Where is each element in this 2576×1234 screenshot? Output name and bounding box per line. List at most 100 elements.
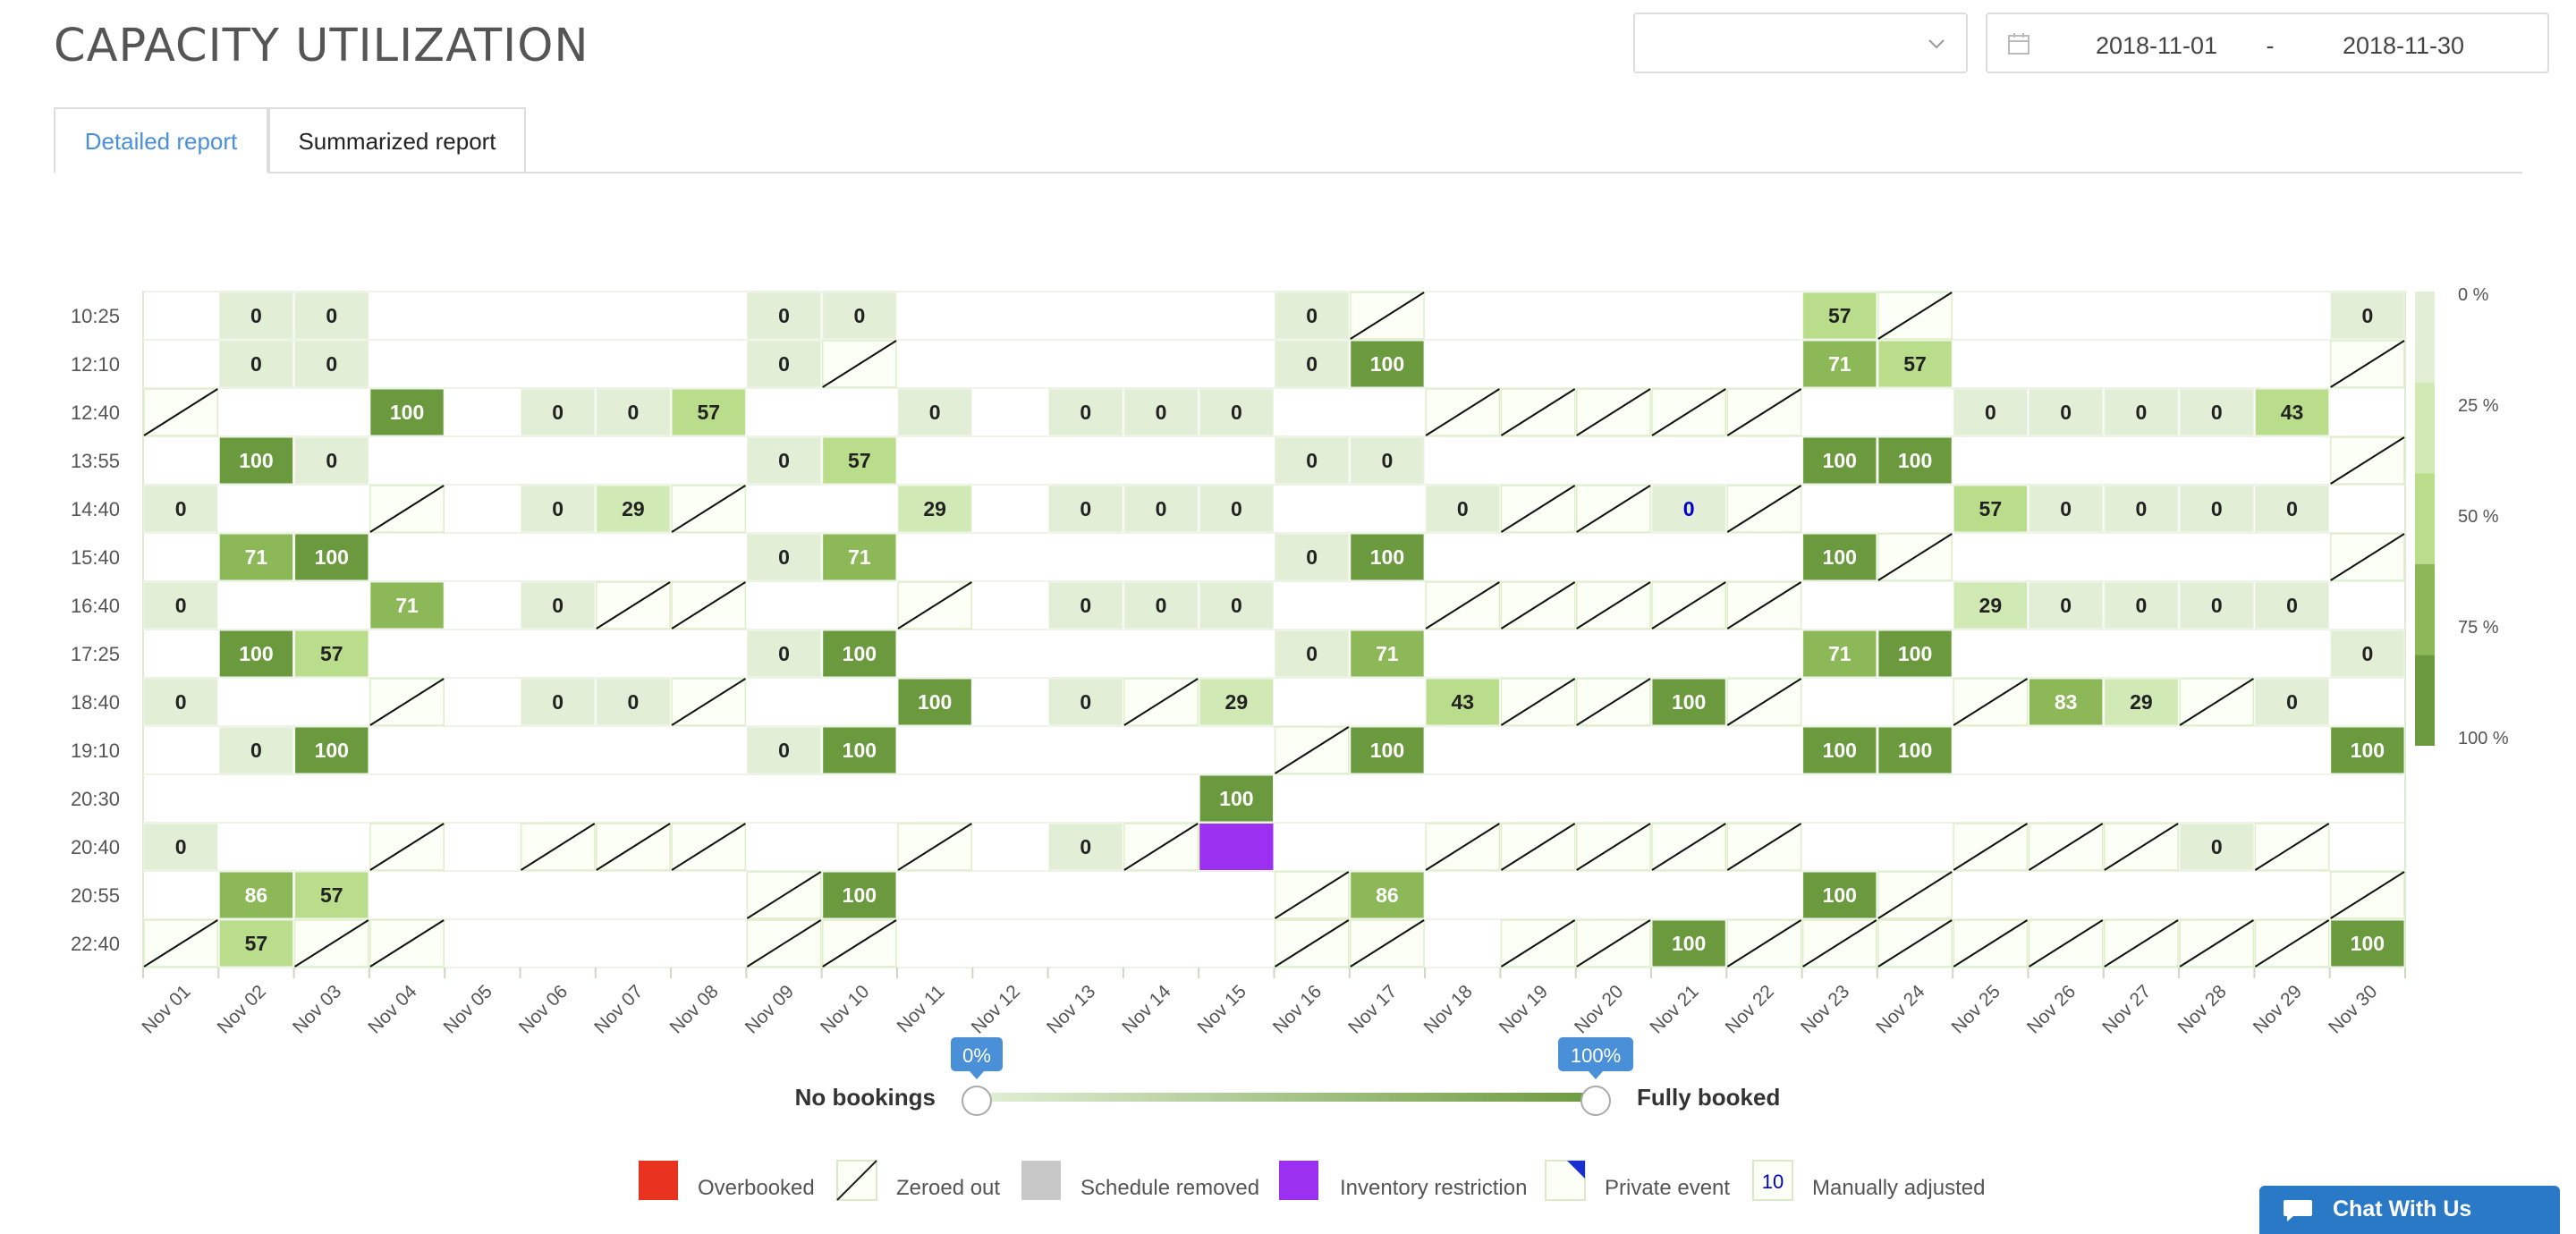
event-select[interactable] <box>1633 13 1968 73</box>
y-axis-label: 12:40 <box>71 401 120 424</box>
tab-detailed-report[interactable]: Detailed report <box>54 107 268 173</box>
heatmap-cell-value: 0 <box>1382 449 1394 472</box>
date-range-picker[interactable]: 2018-11-01 - 2018-11-30 <box>1986 13 2549 73</box>
legend-private-event: Private event <box>1545 1160 1730 1201</box>
heatmap-cell-value: 100 <box>1219 787 1253 810</box>
zeroed-diagonal <box>369 919 445 968</box>
heatmap-cell <box>1199 485 1274 533</box>
zeroed-diagonal <box>1274 726 1350 774</box>
heatmap-cell-value: 0 <box>326 352 337 376</box>
heatmap-cell-value: 0 <box>1683 497 1695 520</box>
heatmap-cell-value: 0 <box>2136 497 2148 520</box>
zeroed-diagonal <box>2179 678 2254 726</box>
heatmap-cell-value: 71 <box>395 594 419 617</box>
legend-inventory-restriction-label: Inventory restriction <box>1340 1176 1527 1200</box>
y-axis-label: 14:40 <box>71 498 120 520</box>
heatmap-cell <box>596 485 671 533</box>
heatmap-cell-value: 0 <box>1306 304 1318 327</box>
heatmap-cell-value: 0 <box>2211 594 2223 617</box>
zeroed-diagonal <box>2179 919 2254 968</box>
tab-summarized-report[interactable]: Summarized report <box>268 107 526 172</box>
heatmap-cell <box>746 726 822 774</box>
heatmap-cell-value: 100 <box>2351 739 2385 762</box>
heatmap-cell-value: 57 <box>1828 304 1852 327</box>
zeroed-diagonal <box>1953 823 2029 871</box>
slider-min-handle[interactable] <box>962 1086 992 1116</box>
zeroed-diagonal <box>1877 919 1953 968</box>
heatmap-cell-value: 0 <box>175 594 187 617</box>
booking-range-slider: No bookings Fully booked 0% 100% <box>795 1037 1780 1116</box>
heatmap-cell <box>1802 340 1877 388</box>
heatmap-cell-value: 29 <box>2130 690 2153 714</box>
calendar-icon <box>2008 33 2029 55</box>
heatmap-cell-value: 0 <box>1985 401 1996 424</box>
heatmap-cell-value: 100 <box>239 642 273 665</box>
heatmap-cell-value: 71 <box>1828 642 1852 665</box>
heatmap-cell <box>2179 388 2254 436</box>
heatmap-cell <box>521 485 596 533</box>
heatmap-cell-value: 43 <box>2281 401 2304 424</box>
heatmap-cell <box>671 388 746 436</box>
heatmap-cell <box>143 823 218 871</box>
heatmap-cell-value: 100 <box>239 449 273 472</box>
heatmap-cell <box>1048 678 1123 726</box>
slider-min-bubble-text: 0% <box>962 1044 991 1067</box>
heatmap-cell <box>1275 436 1350 485</box>
heatmap-cell <box>294 292 369 340</box>
color-scale-label: 75 % <box>2458 618 2499 638</box>
heatmap-cell <box>822 726 897 774</box>
heatmap-cell-value: 57 <box>1979 497 2003 520</box>
zeroed-diagonal <box>1726 388 1802 436</box>
zeroed-diagonal <box>143 388 218 436</box>
color-scale-band <box>2415 563 2435 655</box>
color-scale-band <box>2415 655 2435 746</box>
heatmap-cell <box>746 436 822 485</box>
heatmap-cell <box>294 340 369 388</box>
heatmap-cell <box>369 388 445 436</box>
heatmap-cell <box>2104 485 2179 533</box>
slider-max-handle[interactable] <box>1580 1086 1611 1116</box>
heatmap-cell <box>1802 436 1877 485</box>
legend-schedule-removed: Schedule removed <box>1021 1161 1259 1200</box>
legend-manually-adjusted: 10 Manually adjusted <box>1752 1160 1985 1201</box>
heatmap-cell-value: 0 <box>175 835 187 858</box>
y-axis-label: 19:10 <box>71 740 120 762</box>
date-range-start[interactable]: 2018-11-01 <box>2095 32 2218 59</box>
slider-max-bubble-text: 100% <box>1571 1044 1621 1067</box>
zeroed-diagonal <box>1726 823 1802 871</box>
chat-bubble-icon <box>2284 1200 2312 1221</box>
legend-overbooked-label: Overbooked <box>698 1176 815 1200</box>
zeroed-diagonal <box>596 823 671 871</box>
heatmap-cell <box>1802 292 1877 340</box>
heatmap-cell <box>1123 388 1199 436</box>
zeroed-diagonal <box>1123 678 1199 726</box>
heatmap-cell <box>746 292 822 340</box>
heatmap-cell-value: 43 <box>1451 690 1474 714</box>
heatmap-cell-value: 100 <box>1672 932 1706 955</box>
heatmap-cell-value: 0 <box>929 401 941 424</box>
heatmap-cell <box>2330 292 2405 340</box>
heatmap-cell <box>1350 533 1425 581</box>
heatmap-cell-value: 71 <box>1828 352 1852 376</box>
heatmap-cell-value: 100 <box>390 401 424 424</box>
heatmap-cell-value: 86 <box>245 883 268 907</box>
heatmap-cell <box>218 340 294 388</box>
chat-button[interactable]: Chat With Us <box>2259 1186 2560 1234</box>
date-range-end[interactable]: 2018-11-30 <box>2342 32 2465 59</box>
heatmap-cell <box>294 726 369 774</box>
zeroed-diagonal <box>596 581 671 630</box>
heatmap-cell <box>521 581 596 630</box>
heatmap-cell-value: 0 <box>1306 449 1318 472</box>
zeroed-diagonal <box>1651 581 1726 630</box>
zeroed-diagonal <box>1726 919 1802 968</box>
heatmap-cell <box>1425 485 1500 533</box>
slider-track[interactable] <box>977 1093 1596 1102</box>
zeroed-diagonal <box>1726 678 1802 726</box>
zeroed-diagonal <box>746 919 822 968</box>
heatmap-cell <box>294 630 369 678</box>
heatmap-cell <box>2330 726 2405 774</box>
color-scale-label: 0 % <box>2458 285 2489 305</box>
y-axis-label: 10:25 <box>71 305 120 327</box>
heatmap-cell <box>1275 630 1350 678</box>
